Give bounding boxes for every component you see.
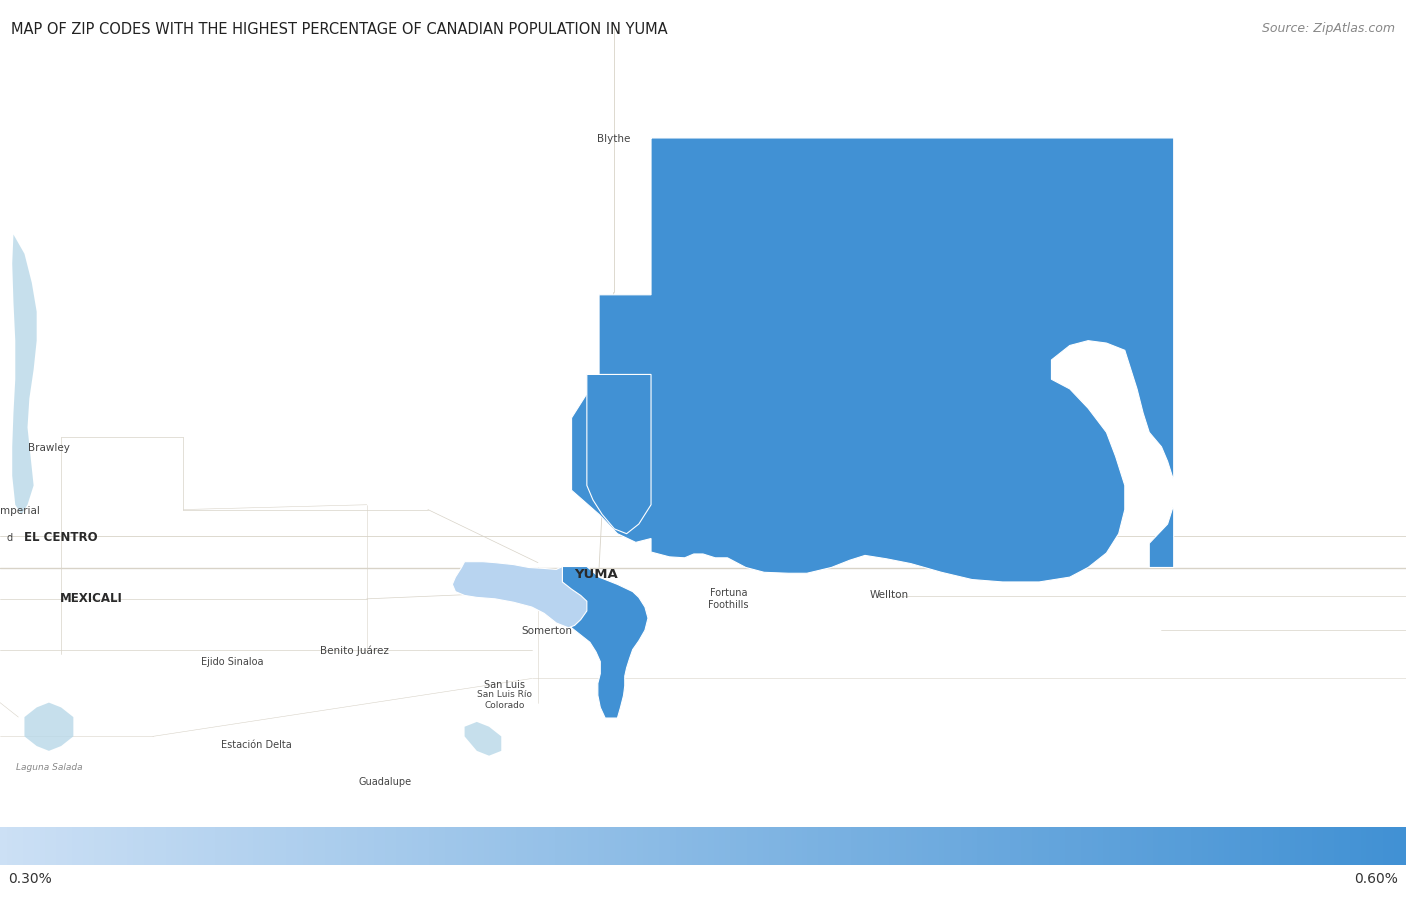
Polygon shape: [586, 375, 651, 534]
Text: Ejido Sinaloa: Ejido Sinaloa: [201, 656, 263, 666]
Text: d: d: [6, 532, 13, 543]
Text: San Luis: San Luis: [484, 680, 524, 690]
Text: Guadalupe: Guadalupe: [359, 778, 412, 788]
Text: Imperial: Imperial: [0, 505, 39, 515]
Text: Benito Juárez: Benito Juárez: [321, 645, 389, 656]
Text: Blythe: Blythe: [598, 134, 630, 144]
Polygon shape: [538, 138, 1174, 582]
Polygon shape: [538, 582, 562, 606]
Text: San Luis Río
Colorado: San Luis Río Colorado: [477, 690, 531, 710]
Text: Wellton: Wellton: [870, 591, 910, 601]
Polygon shape: [13, 235, 37, 514]
Text: Estación Delta: Estación Delta: [221, 740, 292, 750]
Text: EL CENTRO: EL CENTRO: [24, 531, 98, 544]
Text: Somerton: Somerton: [522, 627, 572, 636]
Text: Laguna Salada: Laguna Salada: [15, 763, 82, 772]
Text: 0.30%: 0.30%: [8, 872, 52, 886]
Polygon shape: [464, 722, 502, 756]
Text: 0.60%: 0.60%: [1354, 872, 1398, 886]
Text: MEXICALI: MEXICALI: [60, 592, 124, 605]
Text: Source: ZipAtlas.com: Source: ZipAtlas.com: [1261, 22, 1395, 35]
Polygon shape: [453, 562, 586, 628]
Text: YUMA: YUMA: [574, 568, 617, 582]
Text: MAP OF ZIP CODES WITH THE HIGHEST PERCENTAGE OF CANADIAN POPULATION IN YUMA: MAP OF ZIP CODES WITH THE HIGHEST PERCEN…: [11, 22, 668, 38]
Polygon shape: [562, 566, 648, 718]
Polygon shape: [24, 703, 73, 751]
Text: Brawley: Brawley: [28, 443, 70, 453]
Text: Fortuna
Foothills: Fortuna Foothills: [709, 588, 749, 610]
